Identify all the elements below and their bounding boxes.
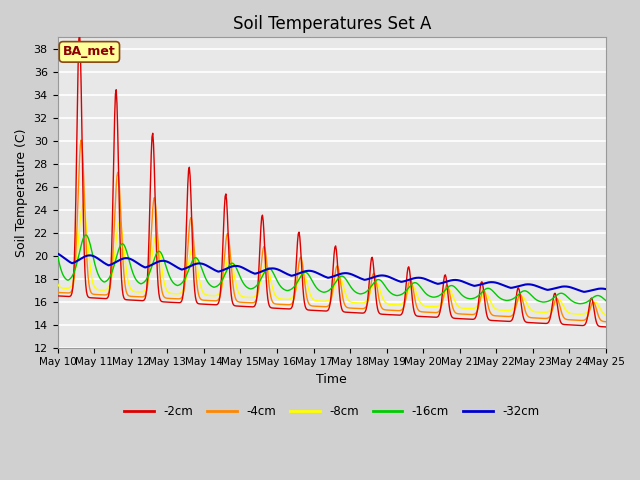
Text: BA_met: BA_met — [63, 46, 116, 59]
Title: Soil Temperatures Set A: Soil Temperatures Set A — [232, 15, 431, 33]
Y-axis label: Soil Temperature (C): Soil Temperature (C) — [15, 128, 28, 257]
X-axis label: Time: Time — [316, 373, 347, 386]
Legend: -2cm, -4cm, -8cm, -16cm, -32cm: -2cm, -4cm, -8cm, -16cm, -32cm — [120, 400, 544, 422]
